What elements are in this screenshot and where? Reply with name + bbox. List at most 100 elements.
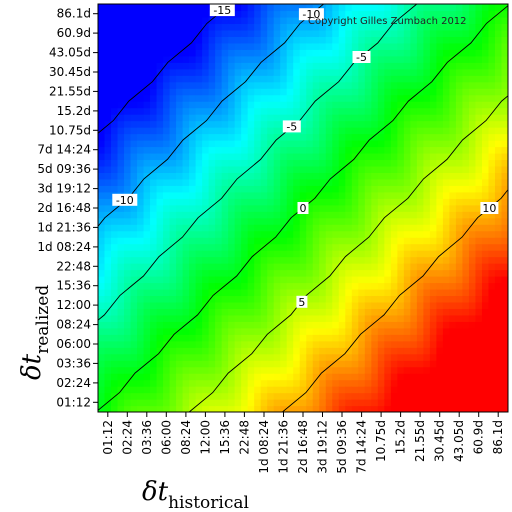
contour-label: 10 <box>480 202 499 215</box>
heatmap-cell <box>176 10 184 18</box>
heatmap-cell <box>254 269 262 277</box>
heatmap-cell <box>410 392 418 400</box>
heatmap-cell <box>234 172 242 180</box>
heatmap-cell <box>234 152 242 161</box>
heatmap-cell <box>410 250 418 258</box>
heatmap-cell <box>182 49 190 57</box>
heatmap-cell <box>254 373 262 381</box>
heatmap-cell <box>449 120 457 128</box>
heatmap-cell <box>293 55 301 63</box>
heatmap-cell <box>182 399 190 407</box>
heatmap-cell <box>130 327 138 335</box>
heatmap-cell <box>345 269 353 277</box>
heatmap-cell <box>351 224 359 232</box>
heatmap-cell <box>442 107 451 115</box>
heatmap-cell <box>468 10 477 18</box>
heatmap-cell <box>293 36 301 44</box>
heatmap-cell <box>455 68 464 76</box>
heatmap-cell <box>137 127 145 135</box>
heatmap-cell <box>429 120 438 128</box>
heatmap-cell <box>501 263 508 271</box>
heatmap-cell <box>234 269 242 277</box>
heatmap-cell <box>345 16 353 25</box>
heatmap-cell <box>442 301 451 309</box>
heatmap-cell <box>332 49 340 57</box>
heatmap-cell <box>208 243 216 251</box>
heatmap-cell <box>494 295 503 303</box>
heatmap-cell <box>286 360 294 368</box>
heatmap-cell <box>319 107 327 115</box>
heatmap-cell <box>189 165 197 173</box>
heatmap-cell <box>150 198 158 206</box>
heatmap-cell <box>267 243 275 251</box>
heatmap-cell <box>468 217 477 225</box>
heatmap-cell <box>228 152 236 161</box>
heatmap-cell <box>410 75 418 83</box>
heatmap-cell <box>104 314 112 322</box>
heatmap-cell <box>163 211 171 219</box>
heatmap-cell <box>98 321 106 329</box>
heatmap-cell <box>254 211 262 219</box>
heatmap-cell <box>273 256 281 264</box>
heatmap-cell <box>481 334 490 342</box>
heatmap-cell <box>384 23 392 31</box>
heatmap-cell <box>358 165 366 173</box>
heatmap-cell <box>273 263 281 271</box>
heatmap-cell <box>254 314 262 322</box>
heatmap-cell <box>494 308 503 316</box>
heatmap-cell <box>189 42 197 50</box>
heatmap-cell <box>189 88 197 96</box>
heatmap-cell <box>286 29 294 37</box>
heatmap-cell <box>377 101 385 109</box>
heatmap-cell <box>449 347 457 355</box>
heatmap-cell <box>410 230 418 238</box>
heatmap-cell <box>163 16 171 25</box>
heatmap-cell <box>117 88 125 96</box>
heatmap-cell <box>449 62 457 70</box>
heatmap-cell <box>195 373 203 381</box>
heatmap-cell <box>98 386 106 394</box>
heatmap-cell <box>111 185 119 193</box>
heatmap-cell <box>202 263 210 271</box>
heatmap-cell <box>273 36 281 44</box>
heatmap-cell <box>143 282 151 290</box>
heatmap-cell <box>397 366 405 374</box>
heatmap-cell <box>195 172 203 180</box>
heatmap-cell <box>345 399 353 407</box>
heatmap-cell <box>416 301 424 309</box>
heatmap-cell <box>299 288 307 297</box>
heatmap-cell <box>221 211 229 219</box>
heatmap-cell <box>234 308 242 316</box>
heatmap-cell <box>234 282 242 290</box>
heatmap-cell <box>254 81 262 89</box>
heatmap-cell <box>267 81 275 89</box>
heatmap-cell <box>390 334 398 342</box>
heatmap-cell <box>494 353 503 361</box>
heatmap-cell <box>416 185 424 193</box>
heatmap-cell <box>390 269 398 277</box>
heatmap-cell <box>449 237 457 245</box>
heatmap-cell <box>312 114 320 122</box>
heatmap-cell <box>137 55 145 63</box>
heatmap-cell <box>403 172 411 180</box>
heatmap-cell <box>351 301 359 309</box>
heatmap-cell <box>254 178 262 186</box>
heatmap-cell <box>286 256 294 264</box>
heatmap-cell <box>494 88 503 96</box>
heatmap-cell <box>202 62 210 70</box>
heatmap-cell <box>423 392 431 400</box>
heatmap-cell <box>221 263 229 271</box>
heatmap-cell <box>254 405 262 412</box>
heatmap-cell <box>137 49 145 57</box>
heatmap-cell <box>423 237 431 245</box>
heatmap-cell <box>299 42 307 50</box>
heatmap-cell <box>351 146 359 154</box>
heatmap-cell <box>390 165 398 173</box>
heatmap-cell <box>494 146 503 154</box>
heatmap-cell <box>163 237 171 245</box>
heatmap-cell <box>111 178 119 186</box>
heatmap-cell <box>293 49 301 57</box>
heatmap-cell <box>273 308 281 316</box>
heatmap-cell <box>273 101 281 109</box>
